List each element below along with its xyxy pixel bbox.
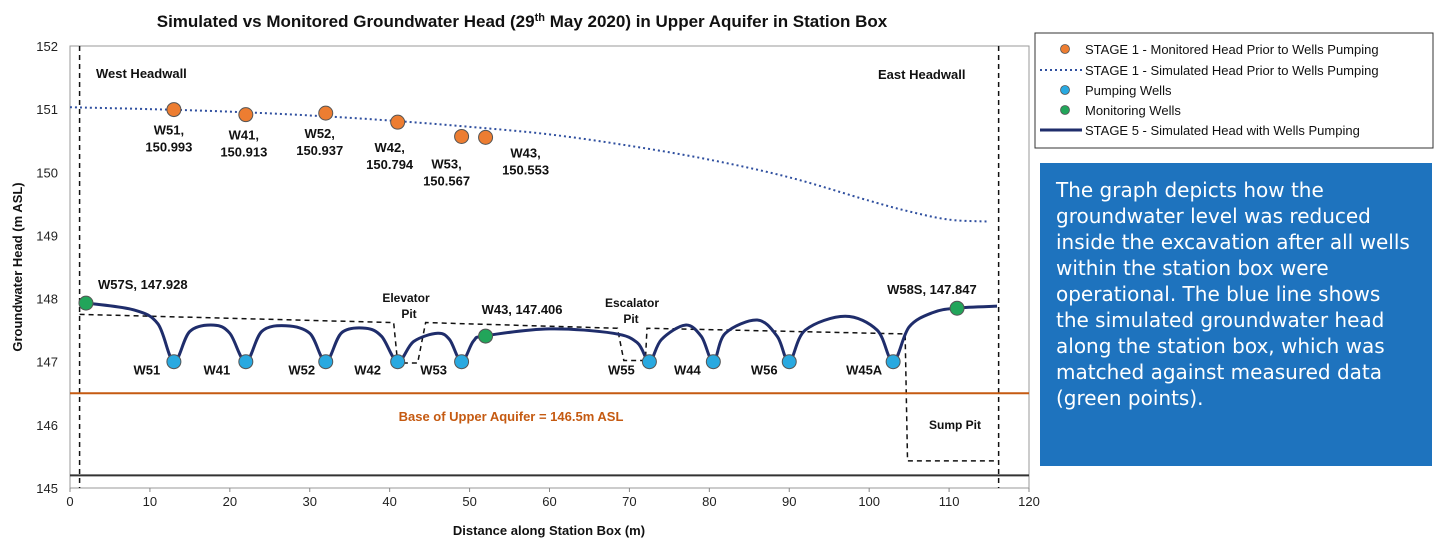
- pumping-well-label: W45A: [846, 363, 883, 378]
- x-tick-label: 20: [223, 494, 237, 509]
- pit-outline: [79, 313, 999, 462]
- monitored-head-point: [390, 114, 406, 130]
- x-tick-label: 80: [702, 494, 716, 509]
- monitored-point-label: W51,: [154, 123, 184, 138]
- pumping-well-label: W42: [354, 363, 381, 378]
- legend-item-pumping: Pumping Wells: [1085, 83, 1172, 98]
- legend-item-stage5: STAGE 5 - Simulated Head with Wells Pump…: [1085, 123, 1360, 138]
- monitored-head-point: [238, 107, 254, 123]
- escalator-label-2: Pit: [623, 312, 638, 326]
- monitoring-well-label: W58S, 147.847: [887, 282, 977, 297]
- x-axis-label: Distance along Station Box (m): [453, 523, 645, 538]
- monitored-point-label: W52,: [305, 126, 335, 141]
- x-tick-label: 10: [143, 494, 157, 509]
- pumping-well-label: W53: [420, 363, 447, 378]
- monitoring-well-label: W57S, 147.928: [98, 277, 188, 292]
- legend-box: [1034, 32, 1434, 149]
- y-axis-label: Groundwater Head (m ASL): [10, 182, 25, 351]
- y-tick-label: 149: [36, 228, 58, 243]
- pumping-well-label: W51: [134, 363, 161, 378]
- pumping-well-point: [641, 354, 657, 370]
- monitored-point-value: 150.567: [423, 173, 470, 188]
- elevator-label-1: Elevator: [382, 291, 430, 305]
- chart-title: Simulated vs Monitored Groundwater Head …: [157, 12, 888, 31]
- legend-item-simulated-prior: STAGE 1 - Simulated Head Prior to Wells …: [1085, 63, 1379, 78]
- escalator-label-1: Escalator: [605, 296, 659, 310]
- legend-item-monitored: STAGE 1 - Monitored Head Prior to Wells …: [1085, 42, 1379, 57]
- description-box: The graph depicts how the groundwater le…: [1040, 163, 1432, 466]
- simulated-prior-line: [69, 106, 990, 223]
- legend-orange-marker: [1060, 44, 1070, 54]
- x-tick-label: 70: [622, 494, 636, 509]
- pumping-well-label: W44: [674, 363, 702, 378]
- pumping-well-point: [781, 354, 797, 370]
- monitored-head-point: [478, 129, 494, 145]
- monitored-point-value: 150.794: [366, 157, 414, 172]
- monitored-head-point: [454, 128, 470, 144]
- x-tick-label: 50: [462, 494, 476, 509]
- legend: STAGE 1 - Monitored Head Prior to Wells …: [1034, 32, 1434, 149]
- x-tick-label: 30: [303, 494, 317, 509]
- pumping-well-point: [238, 354, 254, 370]
- legend-blue-marker: [1060, 85, 1070, 95]
- x-tick-label: 120: [1018, 494, 1040, 509]
- monitored-point-label: W43,: [510, 145, 540, 160]
- y-tick-label: 145: [36, 481, 58, 496]
- pumping-well-point: [885, 354, 901, 370]
- x-tick-label: 60: [542, 494, 556, 509]
- pumping-well-point: [318, 354, 334, 370]
- pumping-well-point: [454, 354, 470, 370]
- monitored-point-value: 150.993: [145, 140, 192, 155]
- monitored-point-label: W42,: [374, 140, 404, 155]
- monitoring-well-point: [478, 328, 494, 344]
- sump-pit-label: Sump Pit: [929, 418, 981, 432]
- pumping-well-point: [390, 354, 406, 370]
- pumping-well-label: W55: [608, 363, 635, 378]
- x-tick-label: 100: [858, 494, 880, 509]
- y-tick-label: 152: [36, 39, 58, 54]
- elevator-label-2: Pit: [401, 307, 416, 321]
- y-tick-label: 151: [36, 102, 58, 117]
- pumping-well-label: W56: [751, 363, 778, 378]
- monitored-point-label: W41,: [229, 128, 259, 143]
- y-tick-label: 146: [36, 418, 58, 433]
- pumping-well-label: W41: [203, 363, 230, 378]
- x-tick-label: 0: [66, 494, 73, 509]
- monitored-point-value: 150.553: [502, 162, 549, 177]
- pumping-well-point: [166, 354, 182, 370]
- monitoring-well-point: [949, 300, 965, 316]
- west-headwall-label: West Headwall: [96, 66, 187, 81]
- monitoring-well-label: W43, 147.406: [482, 302, 563, 317]
- description-text: The graph depicts how the groundwater le…: [1056, 178, 1410, 410]
- x-tick-label: 110: [939, 494, 960, 509]
- monitoring-well-point: [78, 295, 94, 311]
- monitored-head-point: [318, 105, 334, 121]
- east-headwall-label: East Headwall: [878, 67, 965, 82]
- x-tick-label: 90: [782, 494, 796, 509]
- y-tick-label: 148: [36, 292, 58, 307]
- x-tick-label: 40: [382, 494, 396, 509]
- monitored-head-point: [166, 102, 182, 118]
- y-tick-label: 150: [36, 165, 58, 180]
- monitored-point-label: W53,: [431, 156, 461, 171]
- base-aquifer-label: Base of Upper Aquifer = 146.5m ASL: [399, 409, 624, 424]
- legend-item-monitoring: Monitoring Wells: [1085, 103, 1181, 118]
- monitored-point-value: 150.937: [296, 143, 343, 158]
- y-tick-label: 147: [36, 355, 58, 370]
- monitored-point-value: 150.913: [220, 145, 267, 160]
- legend-green-marker: [1060, 105, 1070, 115]
- pumping-well-point: [705, 354, 721, 370]
- pumping-well-label: W52: [288, 363, 315, 378]
